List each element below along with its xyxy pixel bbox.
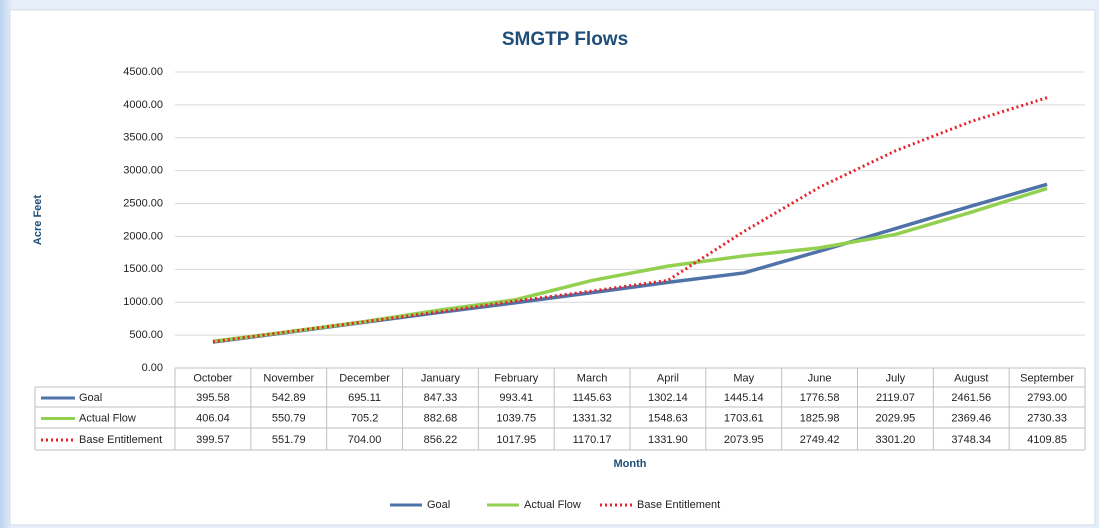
y-tick-label: 1000.00 [123,296,163,308]
table-cell: 2730.33 [1027,412,1067,424]
x-tick-label: August [954,372,988,384]
table-cell: 705.2 [351,412,379,424]
table-cell: 3301.20 [876,434,916,446]
legend-label: Goal [427,499,450,511]
y-tick-label: 2000.00 [123,230,163,242]
line-series [212,96,1048,344]
table-cell: 2119.07 [876,392,915,404]
table-row-label: Base Entitlement [79,434,162,446]
table-cell: 1445.14 [724,392,764,404]
table-row-label: Actual Flow [79,412,136,424]
table-cell: 993.41 [499,392,533,404]
y-tick-label: 4500.00 [123,66,163,78]
table-cell: 406.04 [196,412,230,424]
x-tick-label: May [733,372,754,384]
x-tick-label: November [263,372,314,384]
x-tick-label: June [808,372,832,384]
x-axis-label: Month [614,458,647,470]
table-cell: 695.11 [348,392,381,404]
table-cell: 550.79 [272,412,306,424]
table-cell: 856.22 [424,434,458,446]
table-cell: 1825.98 [800,412,840,424]
x-tick-label: January [421,372,461,384]
y-axis-label: Acre Feet [32,195,44,245]
table-cell: 1331.32 [572,412,612,424]
table-cell: 1703.61 [724,412,764,424]
table-cell: 399.57 [196,434,230,446]
x-tick-label: December [339,372,390,384]
y-tick-label: 500.00 [129,329,163,341]
legend-label: Actual Flow [524,499,581,511]
chart-panel [9,9,1096,526]
table-cell: 1776.58 [800,392,840,404]
x-tick-label: March [577,372,608,384]
table-cell: 551.79 [272,434,306,446]
table-cell: 2073.95 [724,434,764,446]
table-cell: 2029.95 [876,412,916,424]
table-cell: 542.89 [272,392,306,404]
table-cell: 1145.63 [573,392,612,404]
table-cell: 1548.63 [648,412,688,424]
y-tick-label: 3000.00 [123,165,163,177]
table-cell: 4109.85 [1027,434,1067,446]
y-tick-label: 4000.00 [123,99,163,111]
table-cell: 1170.17 [573,434,612,446]
table-cell: 704.00 [348,434,382,446]
y-tick-label: 3500.00 [123,132,163,144]
x-tick-label: September [1020,372,1074,384]
table-cell: 1039.75 [496,412,536,424]
x-tick-label: October [193,372,232,384]
table-cell: 2369.46 [951,412,991,424]
table-cell: 847.33 [424,392,458,404]
table-cell: 882.68 [424,412,458,424]
y-tick-label: 0.00 [142,362,163,374]
table-cell: 2793.00 [1027,392,1067,404]
table-row-label: Goal [79,392,102,404]
table-cell: 1331.90 [648,434,688,446]
x-tick-label: April [657,372,679,384]
legend-label: Base Entitlement [637,499,720,511]
y-tick-label: 2500.00 [123,197,163,209]
table-cell: 1302.14 [648,392,688,404]
table-cell: 2461.56 [951,392,991,404]
table-cell: 395.58 [196,392,230,404]
table-cell: 3748.34 [951,434,991,446]
table-cell: 1017.95 [496,434,536,446]
y-tick-label: 1500.00 [123,263,163,275]
table-cell: 2749.42 [800,434,840,446]
x-tick-label: February [494,372,539,384]
chart-title: SMGTP Flows [502,29,628,50]
x-tick-label: July [886,372,906,384]
